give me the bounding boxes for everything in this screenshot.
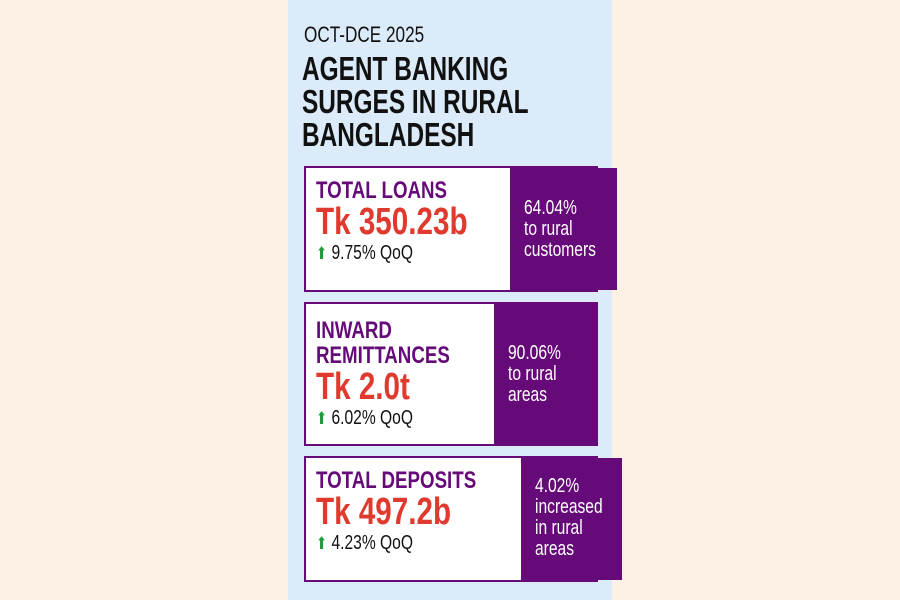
card-value: Tk 350.23b (316, 201, 468, 243)
arrow-up-icon: ⬆ (316, 244, 328, 263)
card-total-loans: TOTAL LOANS Tk 350.23b ⬆ 9.75% QoQ 64.04… (304, 166, 617, 292)
card-note: 4.02% increased in rural areas (535, 475, 603, 560)
card-note: 64.04% to rural customers (524, 196, 597, 261)
card-value: Tk 497.2b (316, 491, 452, 533)
arrow-up-icon: ⬆ (316, 409, 328, 428)
arrow-up-icon: ⬆ (316, 534, 328, 553)
headline: AGENT BANKING SURGES IN RURAL BANGLADESH (302, 52, 529, 151)
card-label: TOTAL LOANS (316, 177, 448, 204)
card-change: 4.23% QoQ (331, 532, 413, 554)
card-total-deposits: TOTAL DEPOSITS Tk 497.2b ⬆ 4.23% QoQ 4.0… (304, 456, 623, 582)
headline-line: AGENT BANKING (302, 50, 509, 87)
card-inward-remittances: INWARD REMITTANCES Tk 2.0t ⬆ 6.02% QoQ 9… (304, 302, 598, 446)
card-note: 90.06% to rural areas (508, 341, 561, 406)
headline-line: BANGLADESH (302, 116, 475, 153)
card-change: 9.75% QoQ (331, 242, 413, 264)
period-label: OCT-DCE 2025 (304, 22, 425, 47)
card-change: 6.02% QoQ (331, 407, 413, 429)
card-label: INWARD (316, 317, 392, 344)
card-value: Tk 2.0t (316, 366, 410, 408)
card-label: REMITTANCES (316, 342, 450, 369)
card-label: TOTAL DEPOSITS (316, 467, 477, 494)
headline-line: SURGES IN RURAL (302, 83, 529, 120)
infographic-panel: OCT-DCE 2025 AGENT BANKING SURGES IN RUR… (288, 0, 623, 600)
